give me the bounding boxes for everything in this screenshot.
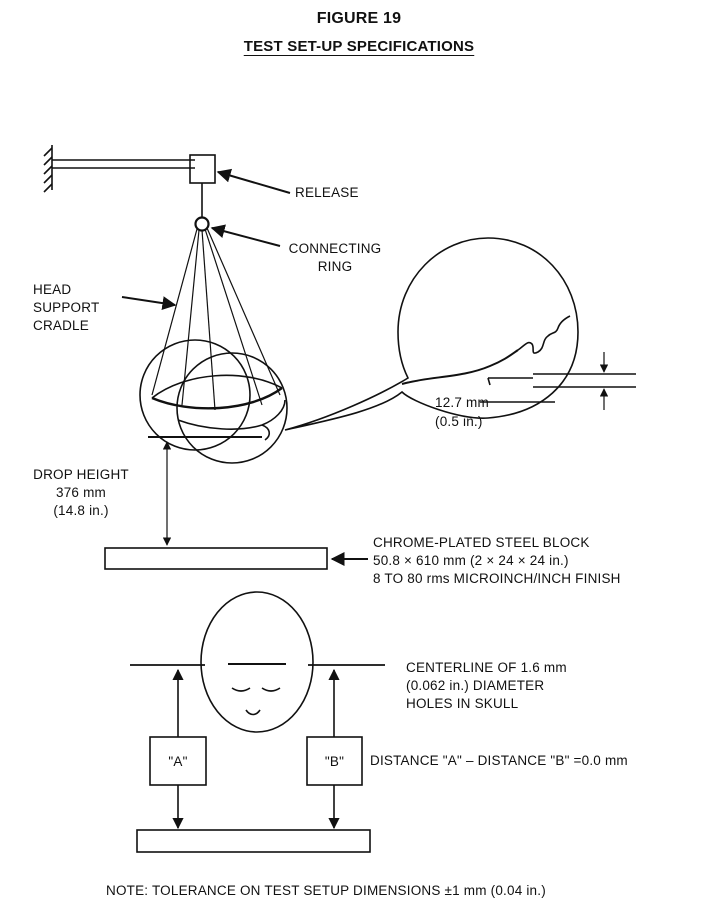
cradle-strings <box>151 227 281 411</box>
wall-mount <box>43 145 53 193</box>
distance-b-label: "B" <box>324 754 345 769</box>
head-support-label-line2: SUPPORT <box>33 300 100 315</box>
head-support-arrow <box>121 296 177 311</box>
head-support-label-line1: HEAD <box>33 282 72 297</box>
centerline-label-line3: HOLES IN SKULL <box>406 696 519 711</box>
tolerance-note: NOTE: TOLERANCE ON TEST SETUP DIMENSIONS… <box>106 883 546 898</box>
drop-height-label-line1: DROP HEIGHT <box>33 467 129 482</box>
connecting-ring-label-line2: RING <box>317 259 353 274</box>
support-arm <box>52 159 195 169</box>
distance-b-box <box>306 736 363 786</box>
detail-callout <box>284 237 579 431</box>
drop-height-label-line2: 376 mm <box>56 485 106 500</box>
distance-equation-label: DISTANCE "A" – DISTANCE "B" =0.0 mm <box>370 753 628 768</box>
steel-block-label-line1: CHROME-PLATED STEEL BLOCK <box>373 535 590 550</box>
connecting-ring-arrow <box>210 224 281 247</box>
drop-height-label-line3: (14.8 in.) <box>53 503 109 518</box>
distance-a-box <box>149 736 207 786</box>
steel-block-label-line3: 8 TO 80 rms MICROINCH/INCH FINISH <box>373 571 621 586</box>
connecting-ring-label-line1: CONNECTING <box>288 241 382 256</box>
release-arrow <box>216 168 291 194</box>
headform <box>139 339 288 464</box>
centerline-label-line2: (0.062 in.) DIAMETER <box>406 678 545 693</box>
head-support-label-line3: CRADLE <box>33 318 89 333</box>
offset-in-label: (0.5 in.) <box>435 414 483 429</box>
figure-title: FIGURE 19 <box>316 10 402 27</box>
figure-subtitle: TEST SET-UP SPECIFICATIONS <box>243 38 475 55</box>
steel-block-label-line2: 50.8 × 610 mm (2 × 24 × 24 in.) <box>373 553 569 568</box>
offset-mm-label: 12.7 mm <box>435 395 489 410</box>
release-label: RELEASE <box>295 185 359 200</box>
connecting-ring <box>194 216 210 232</box>
headform-top-view <box>200 591 314 733</box>
steel-block <box>104 547 328 570</box>
lower-steel-block <box>136 829 371 853</box>
distance-a-label: "A" <box>168 754 188 769</box>
centerline-label-line1: CENTERLINE OF 1.6 mm <box>406 660 567 675</box>
